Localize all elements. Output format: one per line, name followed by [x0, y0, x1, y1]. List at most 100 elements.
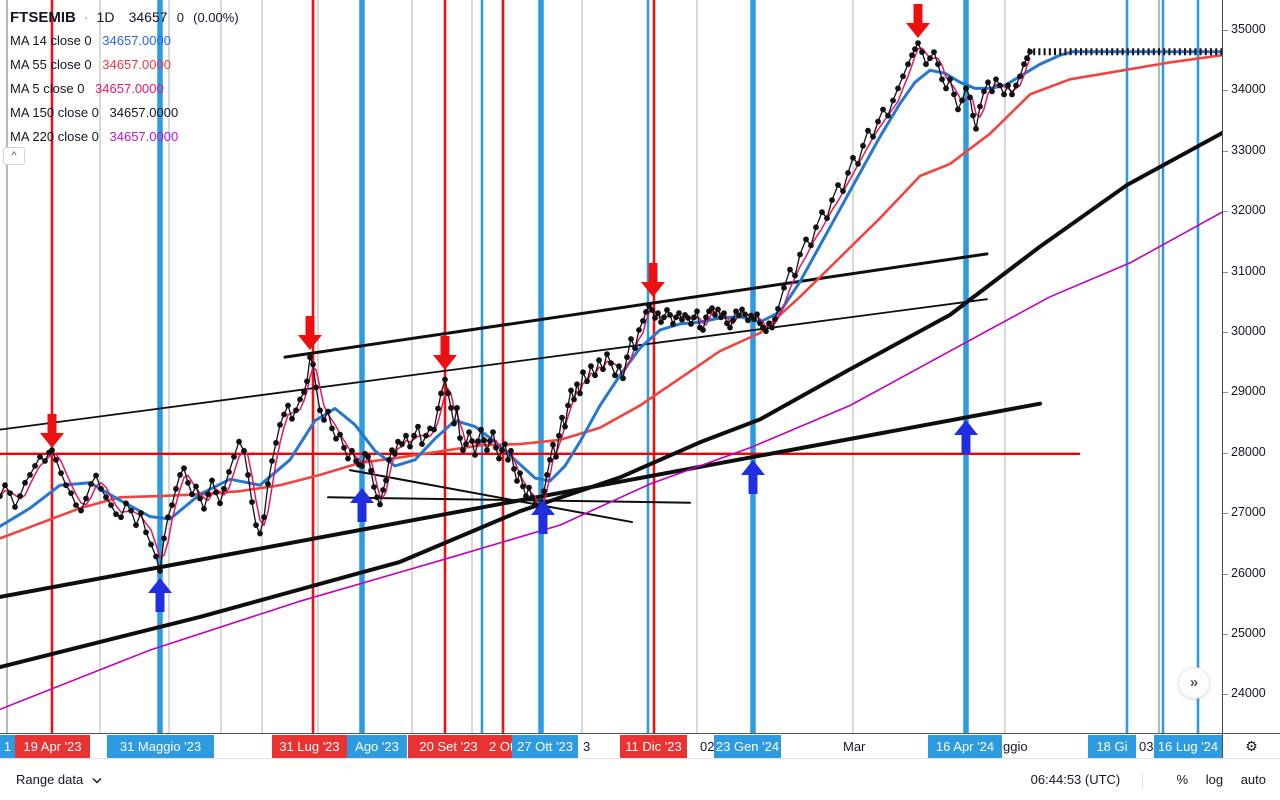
event-date-label: Ago '23: [347, 735, 407, 758]
price-dot: [499, 447, 505, 454]
price-dot: [392, 450, 398, 457]
price-dot: [592, 372, 598, 379]
price-dot: [88, 481, 94, 487]
ma55-legend-row[interactable]: MA 55 close 0 34657.0000: [10, 53, 239, 77]
price-axis-label: 26000: [1223, 565, 1266, 580]
price-dot: [143, 529, 149, 536]
scroll-right-button[interactable]: »: [1178, 667, 1210, 699]
price-dot: [304, 378, 310, 385]
ma5-legend-row[interactable]: MA 5 close 0 34657.0000: [10, 77, 239, 101]
price-dot: [1009, 91, 1015, 98]
price-dot: [386, 456, 392, 463]
price-dot: [865, 127, 871, 134]
price-dot: [850, 154, 856, 161]
signal-arrow-down[interactable]: [641, 282, 665, 297]
percent-scale-button[interactable]: %: [1176, 772, 1189, 787]
price-dot: [181, 465, 187, 472]
price-dot: [967, 94, 973, 101]
price-dot: [870, 133, 876, 140]
price-dot: [313, 384, 319, 391]
legend-collapse-button[interactable]: ^: [3, 147, 25, 165]
price-dot: [469, 438, 475, 444]
price-dot: [754, 311, 760, 318]
range-data-dropdown[interactable]: Range data: [16, 770, 102, 790]
signal-arrow-down[interactable]: [298, 335, 322, 350]
price-dot: [628, 336, 634, 342]
price-dot: [688, 321, 694, 327]
price-dot: [963, 85, 969, 92]
signal-arrow-up-stem: [155, 592, 165, 612]
ma55-label: MA 55 close 0: [10, 57, 92, 72]
signal-arrow-down[interactable]: [433, 355, 457, 370]
ma-line-ma-150[interactable]: [0, 131, 1222, 669]
price-dot: [973, 125, 979, 132]
trendline[interactable]: [0, 298, 988, 431]
price-dot: [709, 305, 715, 312]
price-dot: [454, 405, 460, 411]
price-dot: [173, 485, 179, 492]
price-dot: [502, 441, 508, 447]
price-dot: [981, 88, 987, 95]
price-dot: [1024, 55, 1030, 62]
signal-arrow-down-stem: [440, 336, 450, 356]
auto-scale-button[interactable]: auto: [1240, 772, 1266, 787]
price-chart-canvas[interactable]: [0, 0, 1222, 733]
price-dot: [757, 320, 763, 327]
price-dot: [679, 316, 685, 323]
signal-arrow-down[interactable]: [906, 23, 930, 38]
signal-arrow-up[interactable]: [148, 578, 172, 593]
price-dot: [845, 170, 851, 176]
signal-arrow-down-stem: [47, 414, 57, 434]
ma14-legend-row[interactable]: MA 14 close 0 34657.0000: [10, 29, 239, 53]
price-dot: [197, 495, 203, 502]
trendline[interactable]: [283, 252, 989, 359]
price-dot: [466, 429, 472, 435]
signal-arrow-down[interactable]: [40, 433, 64, 448]
price-axis-label: 28000: [1223, 444, 1266, 459]
price-dot: [133, 522, 139, 528]
price-dot: [670, 321, 676, 327]
symbol-title-row[interactable]: FTSEMIB · 1D 34657 0 (0.00%): [10, 5, 239, 29]
price-dot: [93, 472, 99, 479]
price-dot: [715, 306, 721, 313]
price-dot: [108, 502, 114, 508]
signal-arrow-up[interactable]: [954, 420, 978, 435]
time-axis[interactable]: 3 024 Mar ggio 03 1 19 Apr '23 31 Maggio '23 31 …: [0, 733, 1222, 758]
price-dot: [919, 49, 925, 55]
ma220-legend-row[interactable]: MA 220 close 0 34657.0000: [10, 125, 239, 149]
signal-arrow-up[interactable]: [741, 460, 765, 475]
price-dot: [22, 479, 28, 486]
price-dot: [636, 327, 642, 333]
chart-pane[interactable]: [0, 0, 1222, 733]
price-dot: [915, 40, 921, 46]
price-dot: [562, 423, 568, 430]
price-dot: [580, 369, 586, 376]
ma220-value: 34657.0000: [109, 129, 179, 144]
price-dot: [365, 453, 371, 460]
ma150-legend-row[interactable]: MA 150 close 0 34657.0000: [10, 101, 239, 125]
price-dot: [584, 378, 590, 385]
price-axis-label: 33000: [1223, 142, 1266, 157]
price-dot: [371, 484, 377, 490]
price-dot: [165, 514, 171, 521]
gear-icon[interactable]: ⚙: [1245, 738, 1258, 754]
clock-utc: 06:44:53 (UTC): [1030, 772, 1121, 787]
price-dot: [943, 85, 949, 92]
ma-line-ma-14[interactable]: [0, 50, 1222, 528]
price-dot: [745, 317, 751, 324]
price-dot: [652, 315, 658, 321]
price-axis[interactable]: 35000 34000 33000 32000 31000 30000 29000 28000…: [1222, 0, 1280, 733]
ma-line-ma-220[interactable]: [0, 211, 1222, 711]
price-dot: [325, 408, 331, 415]
price-dot: [520, 483, 526, 490]
chevron-down-icon: [92, 770, 102, 790]
signal-arrow-up[interactable]: [350, 488, 374, 503]
price-dot: [487, 438, 493, 444]
price-dot: [616, 363, 622, 370]
signal-arrow-up[interactable]: [531, 500, 555, 515]
price-dot: [442, 376, 448, 383]
price-dot: [423, 432, 429, 439]
trendline[interactable]: [349, 469, 633, 524]
log-scale-button[interactable]: log: [1205, 772, 1224, 787]
price-dot: [399, 441, 405, 447]
